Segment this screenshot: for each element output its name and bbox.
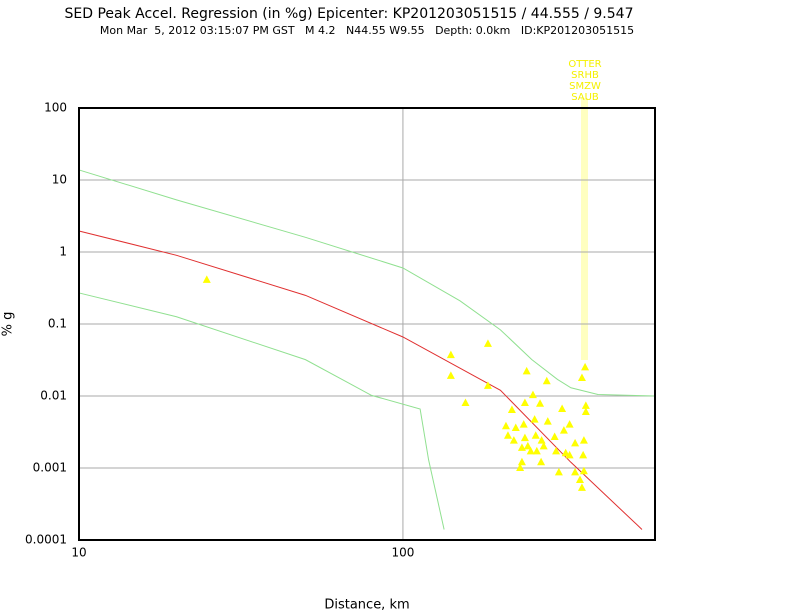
data-point <box>565 420 574 428</box>
data-point <box>530 415 539 423</box>
chart-subtitle: Mon Mar 5, 2012 03:15:07 PM GST M 4.2 N4… <box>100 24 634 37</box>
data-point <box>509 436 518 444</box>
data-point <box>543 417 552 425</box>
data-point <box>446 371 455 379</box>
data-point <box>552 446 561 455</box>
data-point <box>523 441 532 450</box>
data-point <box>554 467 563 476</box>
data-point <box>507 405 516 413</box>
data-point <box>446 350 455 359</box>
y-tick-label: 0.01 <box>40 389 67 403</box>
x-tick-label: 100 <box>391 546 414 560</box>
data-point <box>537 457 546 466</box>
data-point <box>581 362 590 371</box>
regression-line <box>78 169 656 397</box>
data-point <box>579 466 588 475</box>
plot-frame <box>78 107 656 541</box>
data-point <box>520 398 529 406</box>
station-label: OTTER <box>568 59 601 70</box>
data-point <box>571 438 580 447</box>
data-point <box>532 446 541 455</box>
data-point <box>520 433 529 442</box>
data-point <box>550 432 559 440</box>
data-point <box>528 390 537 399</box>
data-point <box>517 457 526 466</box>
data-point <box>537 436 546 444</box>
data-point <box>522 366 531 375</box>
data-point <box>561 448 570 457</box>
y-tick-label: 1 <box>59 245 67 259</box>
data-point <box>571 467 580 476</box>
y-axis-label: % g <box>1 312 16 337</box>
data-point <box>579 436 588 444</box>
y-tick-label: 10 <box>52 173 67 187</box>
data-point <box>565 450 574 459</box>
data-point <box>526 446 535 455</box>
regression-line <box>78 292 445 530</box>
data-point <box>503 431 512 439</box>
data-point <box>581 401 590 409</box>
data-point <box>483 339 492 347</box>
station-band <box>581 98 588 360</box>
data-point <box>517 443 526 451</box>
data-point <box>577 373 586 381</box>
data-point <box>558 404 567 412</box>
data-point <box>531 431 540 439</box>
x-tick-label: 10 <box>71 546 86 560</box>
data-point <box>461 398 470 406</box>
data-point <box>581 407 590 415</box>
station-label: SAUB <box>571 92 599 103</box>
data-point <box>539 441 548 450</box>
data-point <box>202 275 211 283</box>
data-point <box>511 423 520 431</box>
data-point <box>579 450 588 459</box>
y-tick-label: 0.001 <box>33 461 67 475</box>
regression-line <box>78 230 643 530</box>
data-point <box>516 463 525 471</box>
data-point <box>519 420 528 428</box>
x-axis-label: Distance, km <box>324 598 409 612</box>
station-label: SRHB <box>571 70 599 81</box>
data-point <box>575 475 584 484</box>
chart-title: SED Peak Accel. Regression (in %g) Epice… <box>65 6 634 22</box>
station-label: SMZW <box>569 81 601 92</box>
y-tick-label: 0.0001 <box>25 533 67 547</box>
data-point <box>577 483 586 491</box>
data-point <box>542 376 551 385</box>
data-point <box>501 421 510 430</box>
y-tick-label: 100 <box>44 101 67 115</box>
data-point <box>536 399 545 407</box>
data-point <box>559 426 568 434</box>
data-point <box>483 381 492 389</box>
y-tick-label: 0.1 <box>48 317 67 331</box>
